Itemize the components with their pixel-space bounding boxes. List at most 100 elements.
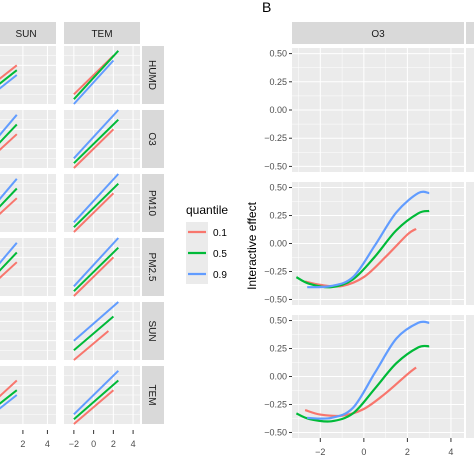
panel-b-line-row3-0.9 [307,320,430,420]
y-tick-label: 0.25 [269,77,287,87]
legend: quantile 0.1 0.5 0.9 [186,203,228,284]
y-tick-label: −0.50 [264,294,287,304]
y-tick-label: −0.25 [264,266,287,276]
col-strip-label-1: TEM [91,29,112,40]
series-line-0.1 [0,379,18,398]
neighbour-panel [466,48,474,172]
panel-tag-b: B [262,0,271,15]
y-tick-label: −0.50 [264,161,287,171]
row-strip-4 [142,302,164,360]
y-tick-label: 0.50 [269,49,287,59]
x-tick-label: −2 [69,439,79,449]
legend-title: quantile [186,203,228,217]
series-line-0.1 [73,389,115,425]
series-line-0.9 [73,109,120,159]
row-strip-3 [142,238,164,296]
series-line-0.5 [73,182,119,228]
series-line-0.1 [73,330,110,361]
series-line-0.9 [73,237,120,287]
y-tick-label: −0.25 [264,399,287,409]
row-strip-label-3: PM2.5 [146,253,157,282]
col-strip-1 [64,22,140,44]
x-tick-label: 0 [361,447,366,457]
series-line-0.5 [73,315,115,352]
series-line-0.1 [0,197,18,215]
series-line-0.9 [0,114,18,137]
panel-a-lines [0,50,120,425]
series-line-0.9 [73,370,119,416]
series-line-0.1 [73,192,115,233]
y-axis-title: Interactive effect [245,201,259,289]
row-strip-0 [142,46,164,104]
series-line-0.1 [0,64,18,80]
series-line-0.5 [0,187,18,208]
legend-label-0.5: 0.5 [213,249,227,260]
row-strip-label-5: TEM [146,384,157,405]
series-line-0.5 [0,69,18,85]
series-line-0.9 [73,59,115,105]
panel-b-line-row3-0.1 [304,366,417,418]
x-tick-label: 4 [45,439,50,449]
series-line-0.9 [0,394,18,410]
series-line-0.9 [0,74,18,90]
x-tick-label: 2 [20,439,25,449]
x-tick-label: 2 [111,439,116,449]
series-line-0.1 [73,256,115,297]
legend-label-0.1: 0.1 [213,228,227,239]
neighbour-panel [466,182,474,305]
y-tick-label: −0.25 [264,133,287,143]
row-strip-label-0: HUMD [146,60,157,90]
series-line-0.5 [0,389,18,405]
series-line-0.9 [0,242,18,265]
panel-b-line-row2-0.9 [307,190,430,289]
row-strip-label-1: O3 [146,132,157,146]
legend-label-0.9: 0.9 [213,270,227,281]
y-tick-label: 0.25 [269,211,287,221]
panel-b-lines [295,190,430,423]
series-line-0.1 [0,261,18,279]
panel-a-grid [0,46,140,424]
panel-b-col-strip-label: O3 [371,29,385,40]
row-strip-label-4: SUN [146,320,157,341]
series-line-0.1 [0,133,18,151]
neighbour-strip [466,22,474,44]
row-strip-1 [142,110,164,168]
x-tick-label: 2 [405,447,410,457]
series-line-0.5 [0,123,18,144]
x-tick-label: 0 [91,439,96,449]
series-line-0.9 [0,178,18,201]
series-line-0.1 [73,128,115,169]
panel-b-line-row2-0.5 [295,209,430,289]
row-strip-label-2: PM10 [146,190,157,217]
series-line-0.5 [73,50,120,100]
panel-b-line-row2-0.1 [304,227,417,288]
panel-a-x-ticks: 2 4 −2 0 2 4 [20,430,136,449]
panel-a-strips: SUN TEM HUMD O3 PM10 PM2.5 SUN TEM [0,22,164,424]
x-tick-label: 4 [448,447,453,457]
series-line-0.9 [73,173,120,223]
col-strip-label-0: SUN [15,29,36,40]
x-tick-label: 4 [131,439,136,449]
y-tick-label: 0.50 [269,183,287,193]
series-line-0.5 [73,379,119,420]
y-tick-label: 0.00 [269,372,287,382]
y-tick-label: −0.50 [264,427,287,437]
y-tick-label: 0.50 [269,316,287,326]
panel-b-col-strip [292,22,464,44]
series-line-0.5 [73,246,119,292]
neighbour-panel [466,315,474,438]
panel-b-grid: O3 [292,22,474,438]
series-line-0.5 [0,251,18,272]
row-strip-5 [142,366,164,424]
panel-b-axes: −0.50 −0.25 0.00 0.25 0.50 −0.50 −0.25 0.00 0.25… [264,49,453,457]
col-strip-0 [0,22,56,44]
y-tick-label: 0.00 [269,239,287,249]
y-tick-label: 0.00 [269,105,287,115]
series-line-0.5 [73,118,119,164]
series-line-0.9 [73,301,119,342]
x-tick-label: −2 [315,447,325,457]
panel-b-line-row3-0.5 [295,344,430,423]
row-strip-2 [142,174,164,232]
y-tick-label: 0.25 [269,344,287,354]
